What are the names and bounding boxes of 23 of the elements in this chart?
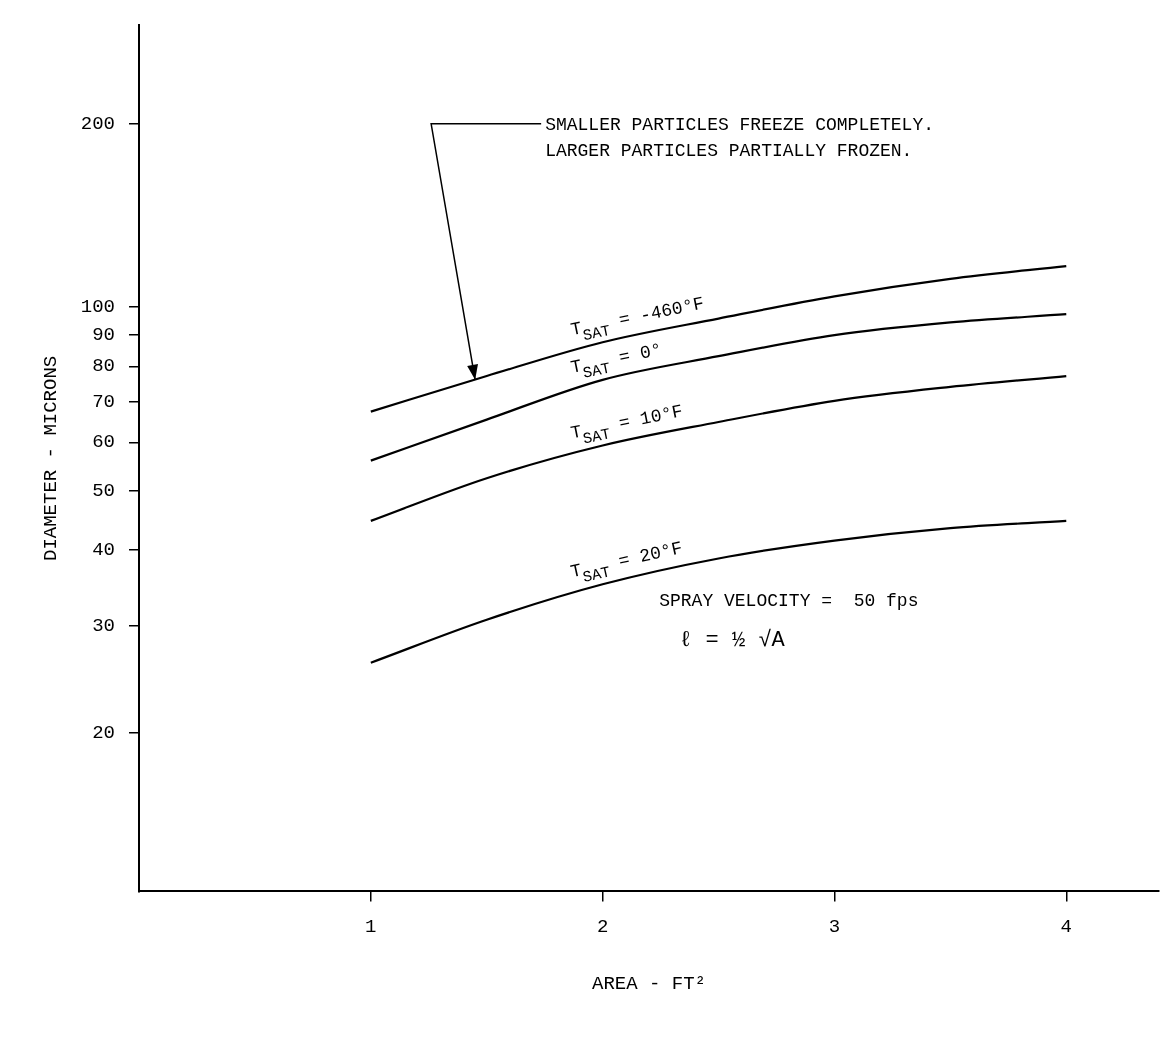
x-tick-label: 3 xyxy=(828,915,841,938)
annotation: ℓ = ½ √A xyxy=(679,627,786,653)
line-series xyxy=(369,519,1068,664)
y-tick-label: 70 xyxy=(92,390,116,413)
y-tick-label: 100 xyxy=(80,296,116,319)
annotation: SPRAY VELOCITY = 50 fps xyxy=(659,590,919,611)
x-tick-label: 1 xyxy=(365,915,377,938)
x-tick-label: 2 xyxy=(596,915,609,938)
y-tick-label: 30 xyxy=(92,614,116,637)
x-tick-label: 4 xyxy=(1060,915,1072,938)
y-axis-title: DIAMETER - MICRONS xyxy=(40,355,63,562)
y-tick-label: 90 xyxy=(92,324,116,347)
text: TSAT = 10°F xyxy=(569,401,685,449)
text: TSAT = 0° xyxy=(569,339,664,383)
y-tick-label: 40 xyxy=(92,538,116,561)
y-tick-label: 20 xyxy=(92,722,116,745)
y-tick-label: 80 xyxy=(92,355,116,378)
y-tick-label: 200 xyxy=(80,112,116,135)
annotation: SMALLER PARTICLES FREEZE COMPLETELY. LARGER PARTICLES PARTIALLY FROZEN. xyxy=(545,114,935,161)
x-axis-title: AREA - FT² xyxy=(591,972,707,995)
text: TSAT = 20°F xyxy=(568,537,685,587)
y-tick-label: 50 xyxy=(92,479,116,502)
y-tick-label: 60 xyxy=(92,431,116,454)
